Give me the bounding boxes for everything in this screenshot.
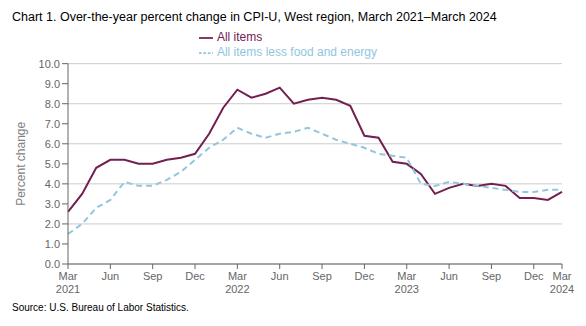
svg-text:7.0: 7.0 [45, 118, 60, 130]
svg-text:Mar2021: Mar2021 [56, 270, 80, 295]
svg-text:8.0: 8.0 [45, 98, 60, 110]
svg-text:3.0: 3.0 [45, 198, 60, 210]
svg-text:4.0: 4.0 [45, 178, 60, 190]
svg-text:10.0: 10.0 [39, 58, 60, 70]
html-text:Source: U.S. Bureau of Labor S: Source: U.S. Bureau of Labor Statistics. [12, 302, 189, 313]
html-text:Chart 1. Over-the-year percent: Chart 1. Over-the-year percent change in… [12, 10, 497, 24]
svg-text:Jun: Jun [271, 270, 289, 282]
svg-text:6.0: 6.0 [45, 138, 60, 150]
svg-text:Jun: Jun [101, 270, 119, 282]
svg-text:9.0: 9.0 [45, 78, 60, 90]
html-text:All items: All items [217, 30, 263, 44]
svg-text:Dec: Dec [524, 270, 544, 282]
svg-text:Dec: Dec [185, 270, 205, 282]
html-text:All items less food and energy: All items less food and energy [217, 44, 377, 59]
svg-text:Dec: Dec [355, 270, 375, 282]
svg-text:1.0: 1.0 [45, 238, 60, 250]
svg-text:Jun: Jun [440, 270, 458, 282]
svg-text:2.0: 2.0 [45, 218, 60, 230]
svg-text:Sep: Sep [312, 270, 332, 282]
svg-text:Mar2022: Mar2022 [225, 270, 249, 295]
svg-text:Mar2024: Mar2024 [550, 270, 574, 295]
svg-text:Mar2023: Mar2023 [395, 270, 419, 295]
svg-text:5.0: 5.0 [45, 158, 60, 170]
svg-text:0.0: 0.0 [45, 258, 60, 270]
svg-text:Sep: Sep [482, 270, 502, 282]
svg-text:Sep: Sep [143, 270, 163, 282]
svg-text:Percent change: Percent change [14, 121, 28, 205]
